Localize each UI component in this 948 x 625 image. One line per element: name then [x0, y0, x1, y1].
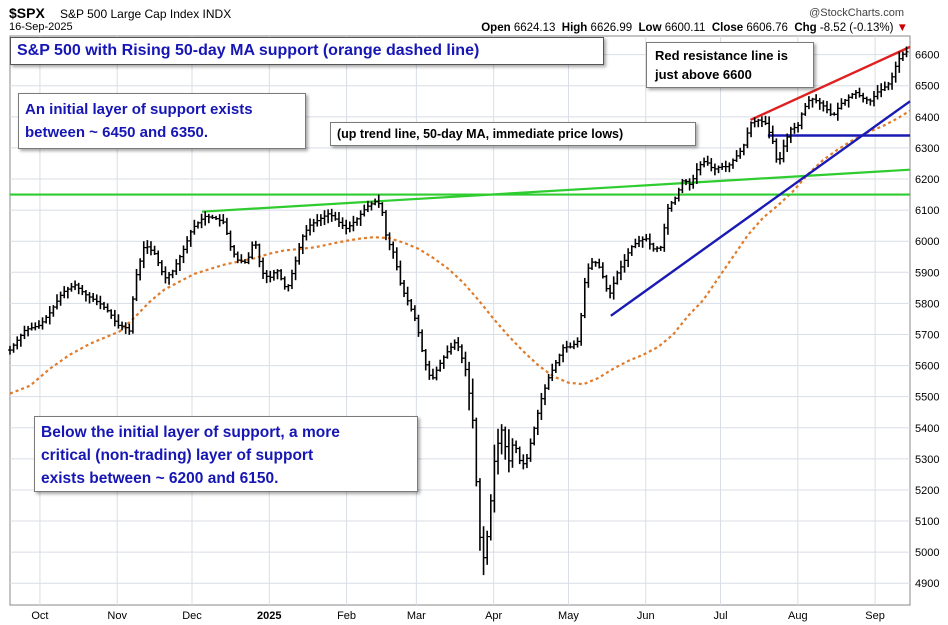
- ma50-line: [9, 109, 911, 395]
- chg-value: -8.52 (-0.13%): [819, 22, 894, 34]
- initial-support-line2: between ~ 6450 and 6350.: [25, 124, 209, 141]
- down-arrow-icon: ▼: [896, 22, 908, 34]
- x-tick-label: 2025: [257, 610, 281, 622]
- close-label: Close: [711, 22, 744, 34]
- y-tick-label: 6300: [915, 143, 939, 155]
- ohlc-readout: Open 6624.13 High 6626.99 Low 6600.11 Cl…: [481, 22, 908, 34]
- resistance-note-line2: just above 6600: [655, 67, 752, 82]
- x-tick-label: Apr: [485, 610, 502, 622]
- open-value: 6624.13: [513, 22, 556, 34]
- ticker-symbol: $SPX: [9, 5, 45, 21]
- trend-note: (up trend line, 50-day MA, immediate pri…: [337, 127, 624, 141]
- x-tick-label: Nov: [107, 610, 127, 622]
- y-tick-label: 5500: [915, 392, 939, 404]
- brand-label: @StockCharts.com: [809, 7, 904, 19]
- low-value: 6600.11: [664, 22, 706, 34]
- x-tick-label: Feb: [337, 610, 356, 622]
- y-tick-label: 6600: [915, 50, 939, 62]
- green-support-line-upper: [201, 168, 911, 213]
- x-tick-label: Aug: [788, 610, 808, 622]
- red-resistance-line: [749, 45, 911, 122]
- x-tick-label: May: [558, 610, 579, 622]
- y-tick-label: 5000: [915, 547, 939, 559]
- x-tick-label: Sep: [865, 610, 885, 622]
- y-tick-label: 6400: [915, 112, 939, 124]
- y-tick-label: 5900: [915, 267, 939, 279]
- x-tick-label: Dec: [182, 610, 202, 622]
- trend-note-box: (up trend line, 50-day MA, immediate pri…: [330, 122, 696, 146]
- critical-support-line2: critical (non-trading) layer of support: [41, 447, 314, 464]
- low-label: Low: [638, 22, 662, 34]
- y-tick-label: 5300: [915, 454, 939, 466]
- chart-title: S&P 500 with Rising 50-day MA support (o…: [17, 42, 480, 59]
- blue-trend-line: [610, 100, 911, 317]
- y-tick-label: 5600: [915, 361, 939, 373]
- close-value: 6606.76: [746, 22, 788, 34]
- high-label: High: [561, 22, 588, 34]
- resistance-note-line1: Red resistance line is: [655, 48, 788, 63]
- y-tick-label: 5400: [915, 423, 939, 435]
- initial-support-line1: An initial layer of support exists: [25, 101, 253, 118]
- critical-support-line3: exists between ~ 6200 and 6150.: [41, 470, 279, 487]
- chg-label: Chg: [794, 22, 817, 34]
- index-description: S&P 500 Large Cap Index INDX: [60, 7, 232, 21]
- resistance-note-box: Red resistance line is just above 6600: [646, 42, 814, 88]
- high-value: 6626.99: [590, 22, 633, 34]
- chart-title-box: S&P 500 with Rising 50-day MA support (o…: [10, 37, 604, 65]
- y-tick-label: 5200: [915, 485, 939, 497]
- y-tick-label: 4900: [915, 578, 939, 590]
- x-tick-label: Jun: [637, 610, 655, 622]
- critical-support-note-box: Below the initial layer of support, a mo…: [34, 416, 418, 492]
- x-tick-label: Jul: [713, 610, 727, 622]
- y-tick-label: 5800: [915, 298, 939, 310]
- y-tick-label: 6200: [915, 174, 939, 186]
- chart-date: 16-Sep-2025: [9, 21, 73, 33]
- x-tick-label: Oct: [31, 610, 48, 622]
- y-tick-label: 6100: [915, 205, 939, 217]
- y-tick-label: 6000: [915, 236, 939, 248]
- y-tick-label: 6500: [915, 81, 939, 93]
- initial-support-note-box: An initial layer of support exists betwe…: [18, 93, 306, 149]
- x-tick-label: Mar: [407, 610, 426, 622]
- y-tick-label: 5100: [915, 516, 939, 528]
- critical-support-line1: Below the initial layer of support, a mo…: [41, 424, 340, 441]
- open-label: Open: [481, 22, 511, 34]
- y-tick-label: 5700: [915, 329, 939, 341]
